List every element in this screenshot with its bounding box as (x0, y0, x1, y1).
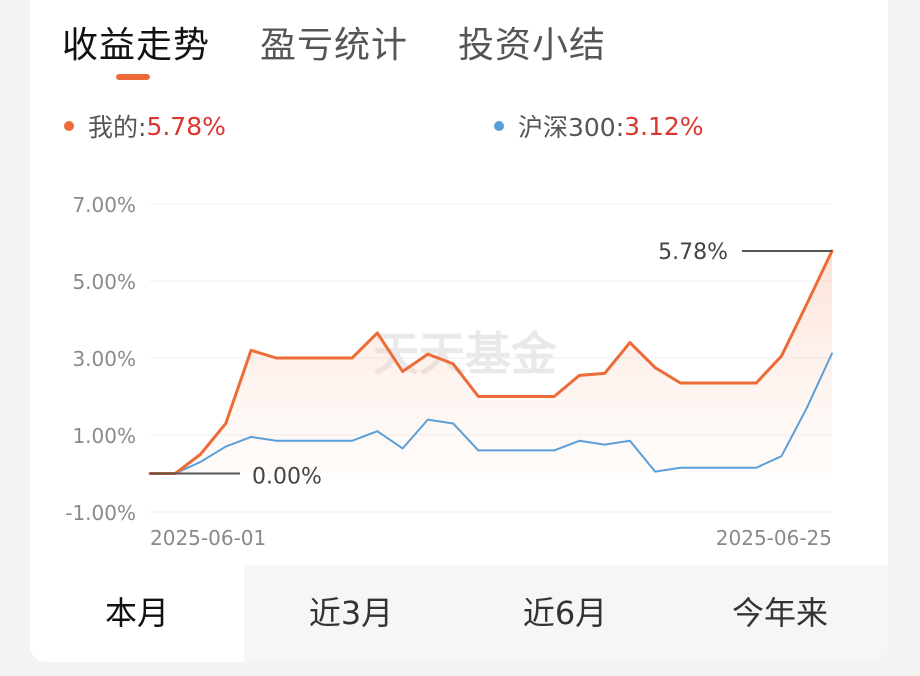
series-mine-area (150, 250, 832, 474)
tab-investment-summary[interactable]: 投资小结 (458, 25, 607, 66)
legend-item-csi300: 沪深300: 3.12% (494, 108, 704, 144)
profit-trend-card: 收益走势 盈亏统计 投资小结 我的: 5.78% 沪深300: 3.12% 7.… (30, 0, 888, 662)
legend-name-csi300: 沪深300: (518, 113, 625, 142)
legend-value-mine: 5.78% (146, 111, 226, 141)
period-3-months[interactable]: 近3月 (308, 594, 394, 632)
legend-dot-csi300 (494, 121, 504, 131)
active-tab-indicator (116, 74, 150, 80)
legend-value-csi300: 3.12% (624, 111, 704, 141)
period-year-to-date[interactable]: 今年来 (731, 594, 828, 632)
chart-legend: 我的: 5.78% 沪深300: 3.12% (30, 108, 888, 148)
x-label-end: 2025-06-25 (716, 526, 832, 550)
legend-dot-mine (64, 121, 74, 131)
annotation-label-end: 5.78% (658, 240, 728, 265)
tab-bar: 收益走势 盈亏统计 投资小结 (30, 0, 888, 90)
y-tick-label: 1.00% (72, 424, 136, 448)
returns-line-chart: 7.00%5.00%3.00%1.00%-1.00%天天基金5.78%0.00%… (65, 193, 834, 550)
y-tick-label: 5.00% (72, 270, 136, 294)
y-tick-label: -1.00% (65, 501, 136, 525)
period-this-month[interactable]: 本月 (30, 565, 244, 662)
series-line-mine (148, 249, 834, 475)
tab-profit-loss-stats[interactable]: 盈亏统计 (260, 25, 409, 66)
legend-item-mine: 我的: 5.78% (64, 108, 226, 144)
y-tick-label: 3.00% (72, 347, 136, 371)
x-label-start: 2025-06-01 (150, 526, 266, 550)
tab-profit-trend[interactable]: 收益走势 (62, 25, 211, 66)
series-line-csi300 (149, 352, 833, 475)
annotation-label-start: 0.00% (252, 465, 322, 490)
legend-name-mine: 我的: (88, 113, 147, 142)
period-selector-background (244, 565, 888, 662)
period-selector: 本月 近3月 近6月 今年来 (30, 565, 888, 662)
period-6-months[interactable]: 近6月 (522, 594, 608, 632)
y-tick-label: 7.00% (72, 193, 136, 217)
